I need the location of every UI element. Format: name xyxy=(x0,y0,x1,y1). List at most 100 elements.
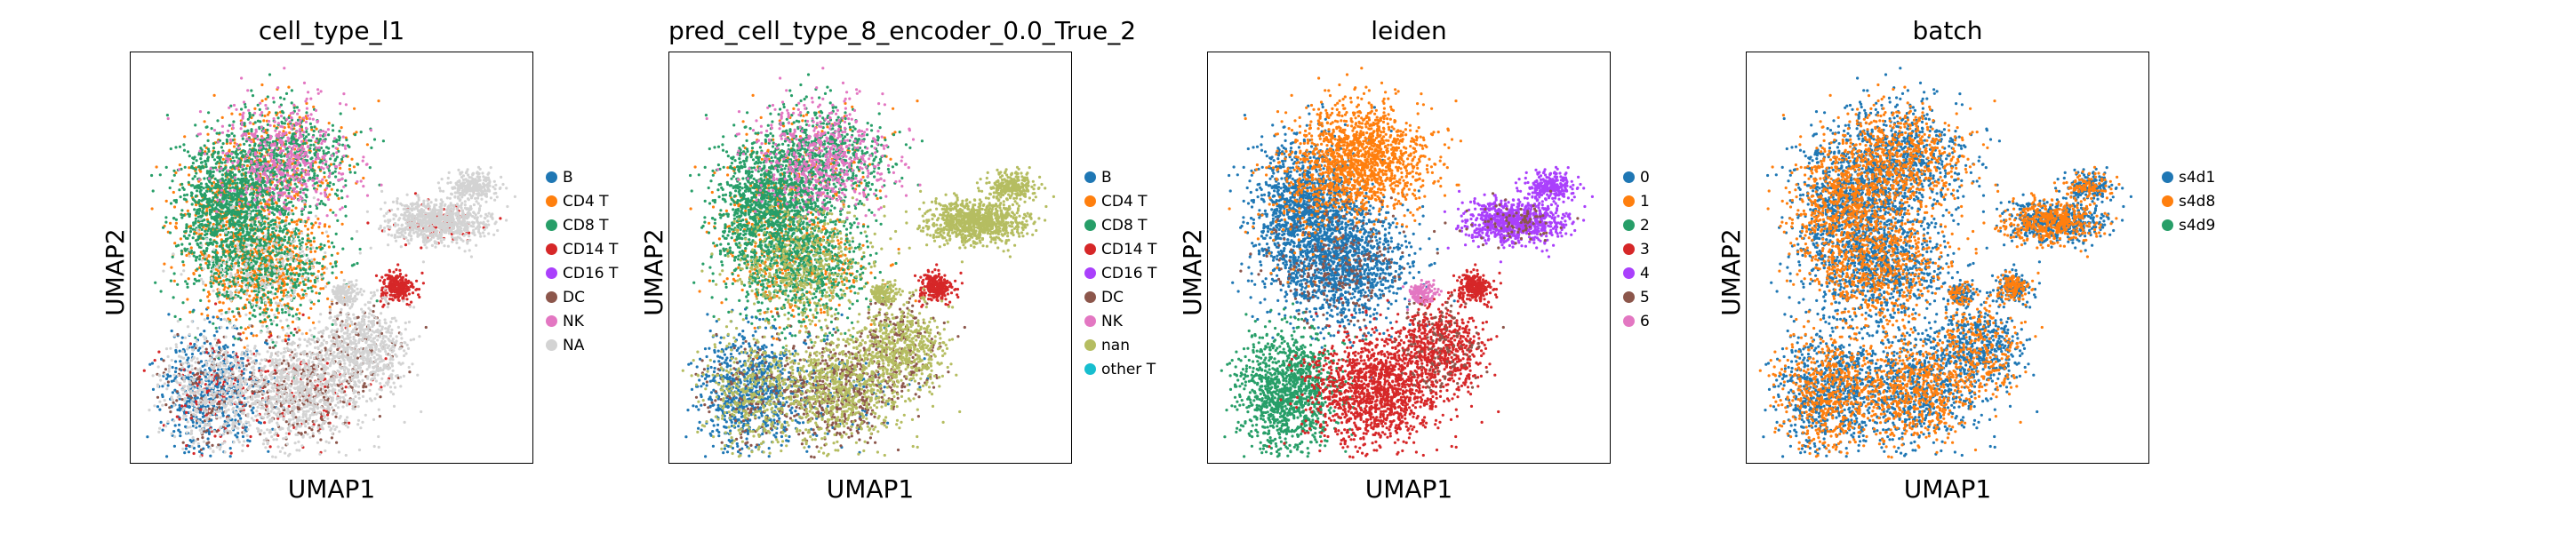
scatter-point xyxy=(245,227,249,231)
scatter-point xyxy=(408,370,412,374)
scatter-point xyxy=(338,130,341,133)
scatter-point xyxy=(254,283,258,287)
scatter-point xyxy=(233,159,236,163)
scatter-point xyxy=(203,341,206,345)
scatter-point xyxy=(168,231,172,235)
scatter-point xyxy=(331,265,334,269)
scatter-point xyxy=(264,216,268,219)
scatter-point xyxy=(257,267,260,271)
scatter-point xyxy=(308,151,312,155)
scatter-point xyxy=(241,276,244,280)
scatter-point xyxy=(296,265,300,268)
scatter-point xyxy=(336,219,340,222)
scatter-point xyxy=(310,128,314,131)
scatter-point xyxy=(362,176,365,180)
scatter-point xyxy=(285,247,289,251)
scatter-point xyxy=(321,181,324,185)
scatter-point xyxy=(220,263,223,266)
scatter-point xyxy=(300,171,303,175)
scatter-point xyxy=(284,251,287,254)
scatter-point xyxy=(157,350,161,354)
scatter-point xyxy=(192,439,196,442)
scatter-point xyxy=(185,227,188,230)
scatter-point xyxy=(336,188,340,192)
scatter-point xyxy=(184,353,188,356)
scatter-point xyxy=(264,269,268,273)
scatter-point xyxy=(388,285,393,289)
scatter-point xyxy=(219,228,222,232)
scatter-point xyxy=(174,348,178,353)
scatter-point xyxy=(169,147,172,151)
scatter-point xyxy=(200,266,204,270)
scatter-point xyxy=(243,235,246,238)
scatter-point xyxy=(180,249,183,252)
scatter-point xyxy=(300,125,303,129)
scatter-point xyxy=(194,168,197,171)
scatter-point xyxy=(203,251,206,255)
scatter-point xyxy=(329,157,332,161)
scatter-point xyxy=(302,402,306,407)
scatter-point xyxy=(220,211,224,214)
scatter-point xyxy=(258,127,261,131)
scatter-point xyxy=(215,219,219,223)
scatter-point xyxy=(244,171,247,175)
scatter-point xyxy=(413,192,418,195)
scatter-point xyxy=(216,160,220,164)
scatter-point xyxy=(198,190,202,194)
scatter-point xyxy=(246,250,250,253)
scatter-point xyxy=(224,171,228,175)
scatter-point xyxy=(186,150,190,154)
scatter-point xyxy=(244,181,247,185)
scatter-point xyxy=(219,233,222,236)
scatter-point xyxy=(280,248,284,251)
scatter-point xyxy=(234,377,237,380)
scatter-point xyxy=(214,193,218,196)
scatter-point xyxy=(290,268,294,272)
scatter-point xyxy=(212,322,215,325)
scatter-point xyxy=(237,274,241,277)
scatter-point xyxy=(262,119,266,123)
scatter-point xyxy=(228,278,231,282)
scatter-point xyxy=(235,235,238,238)
scatter-point xyxy=(238,113,242,116)
scatter-point xyxy=(201,211,204,214)
scatter-point xyxy=(207,263,211,266)
scatter-point xyxy=(199,352,203,355)
scatter-point xyxy=(236,231,240,235)
scatter-point xyxy=(236,435,239,439)
scatter-point xyxy=(206,219,210,224)
scatter-point xyxy=(328,306,332,309)
scatter-point xyxy=(207,202,211,205)
scatter-point xyxy=(391,289,395,293)
scatter-point xyxy=(388,290,392,293)
scatter-point xyxy=(335,194,340,197)
scatter-point xyxy=(274,139,277,143)
scatter-point xyxy=(297,228,300,232)
scatter-point xyxy=(208,174,212,179)
scatter-point xyxy=(317,245,322,249)
scatter-point xyxy=(204,189,209,193)
scatter-point xyxy=(268,445,272,449)
scatter-point xyxy=(160,357,164,361)
scatter-point xyxy=(404,243,408,247)
scatter-point xyxy=(196,242,199,245)
scatter-point xyxy=(345,138,348,142)
scatter-point xyxy=(207,290,211,294)
scatter-point xyxy=(212,279,216,282)
scatter-point xyxy=(221,157,225,161)
scatter-point xyxy=(315,291,318,295)
scatter-point xyxy=(264,273,268,276)
scatter-point xyxy=(323,225,326,228)
scatter-point xyxy=(296,307,300,311)
scatter-point xyxy=(166,384,170,387)
scatter-point xyxy=(179,434,182,438)
scatter-point xyxy=(243,306,246,309)
scatter-point xyxy=(299,268,302,272)
scatter-point xyxy=(223,400,227,403)
scatter-point xyxy=(228,179,231,183)
scatter-point xyxy=(297,218,300,221)
scatter-point xyxy=(185,376,188,379)
scatter-point xyxy=(323,175,326,179)
scatter-point xyxy=(279,155,284,158)
scatter-point xyxy=(201,194,204,197)
